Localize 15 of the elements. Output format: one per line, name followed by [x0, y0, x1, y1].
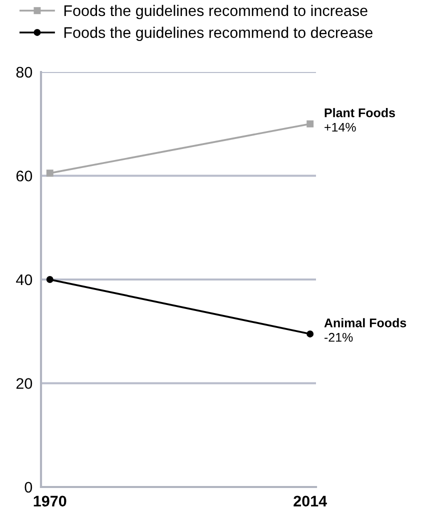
- point: [306, 120, 314, 128]
- y-tick-label: 40: [16, 274, 32, 286]
- x-tick-label: 1970: [34, 496, 66, 507]
- legend-label: Foods the guidelines recommend to decrease: [64, 26, 372, 41]
- y-tick-label: 0: [24, 482, 32, 493]
- legend-label: Foods the guidelines recommend to increase: [64, 4, 368, 20]
- y-tick-label: 80: [16, 66, 32, 78]
- annotation: Plant Foods +14%: [324, 108, 395, 132]
- annotation: Animal Foods -21%: [324, 318, 406, 342]
- point: [46, 170, 54, 177]
- y-tick-label: 60: [16, 170, 32, 182]
- x-tick-label: 2014: [294, 496, 327, 507]
- point: [46, 276, 54, 283]
- point: [306, 330, 314, 338]
- y-tick-label: 20: [16, 378, 32, 389]
